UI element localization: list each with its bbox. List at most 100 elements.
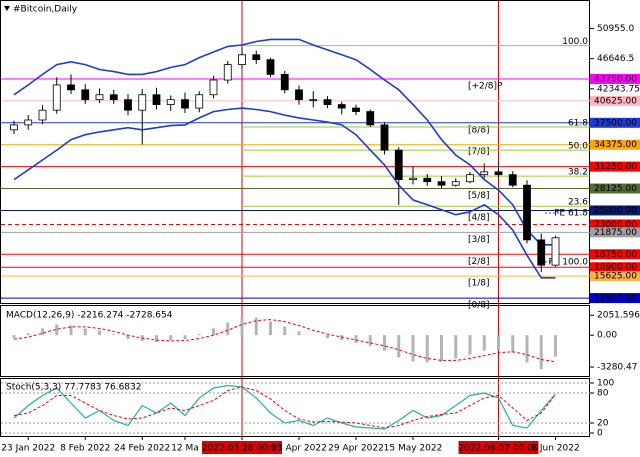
x-tick-label: 12 Ma	[171, 444, 199, 454]
murrey-label: [8/8]	[468, 125, 490, 135]
level-box-label: 43750.00	[594, 74, 637, 84]
murrey-label: [3/8]	[468, 235, 490, 245]
candle-body	[494, 171, 503, 176]
y-tick-label: 50955.0	[597, 24, 634, 34]
macd-bar	[269, 321, 272, 336]
macd-bar	[183, 335, 187, 340]
main-pane-border	[0, 0, 590, 304]
fib-label: 38.2	[568, 168, 588, 178]
y-tick-label: -3280.47	[597, 363, 637, 373]
band-line	[13, 107, 556, 279]
candle-body	[466, 174, 474, 183]
candle-body	[523, 184, 531, 241]
candle-body	[252, 54, 261, 61]
candle-body	[38, 109, 47, 121]
macd-title: MACD(12,26,9) -2216.274 -2728.654	[6, 311, 173, 321]
x-tick-label: 29 Apr 2022	[328, 444, 384, 454]
y-tick-label: 46646.5	[597, 54, 634, 64]
stoch-title: Stoch(5,3,3) 77.7783 76.6832	[6, 383, 141, 393]
murrey-label: [4/8]	[468, 213, 490, 223]
candle-body	[209, 79, 218, 96]
stoch-signal	[13, 386, 556, 429]
level-box	[590, 139, 640, 150]
macd-bar	[497, 335, 500, 350]
macd-bar	[468, 335, 472, 355]
candle-body	[280, 74, 289, 91]
fib-label: 100.0	[562, 37, 588, 47]
x-tick-label: 2022.06.07 00:00	[458, 444, 539, 454]
x-tick-label: 8 Feb 2022	[60, 444, 110, 454]
fib-label: 61.8	[568, 119, 588, 129]
candle-body	[451, 181, 460, 186]
level-box	[590, 227, 640, 238]
level-box-label: 12500.00	[594, 294, 637, 304]
macd-bar	[297, 331, 301, 336]
candle-body	[95, 94, 104, 101]
level-box	[590, 161, 640, 172]
macd-bar	[425, 335, 429, 363]
x-tick-label: 13 Apr 2022	[271, 444, 327, 454]
murrey-label: [0/8]	[468, 301, 490, 311]
candle-body	[366, 111, 375, 126]
x-tick-label: 2022.03.28 00:00	[202, 444, 283, 454]
level-box-label: 21875.00	[594, 228, 637, 238]
candle-body	[394, 149, 403, 180]
y-tick-label: 100	[597, 379, 614, 389]
level-box	[590, 262, 640, 273]
murrey-label: [7/8]	[468, 147, 490, 157]
level-box-label: 34375.00	[594, 140, 637, 150]
macd-bar	[12, 335, 16, 339]
candle-body	[238, 54, 246, 66]
macd-bar	[169, 335, 173, 341]
macd-bar	[126, 335, 130, 340]
expansion-label: FE 61.8	[554, 208, 588, 218]
candle-body	[195, 94, 204, 109]
macd-bar	[41, 328, 44, 336]
macd-bar	[98, 330, 101, 336]
fib-label: 50.0	[568, 142, 588, 152]
candle-body	[480, 171, 489, 176]
candle-body	[166, 99, 175, 105]
candle-body	[266, 59, 275, 75]
candle-body	[352, 107, 360, 112]
macd-bar	[254, 317, 258, 336]
candle-body	[181, 99, 189, 109]
murrey-label: [2/8]	[468, 257, 490, 267]
candle-body	[52, 84, 61, 111]
fib-label: 23.6	[568, 198, 588, 208]
candle-body	[67, 84, 75, 91]
macd-bar	[240, 316, 244, 336]
candle-body	[295, 89, 303, 101]
chart-title: #Bitcoin,Daily	[13, 5, 78, 15]
y-tick-label: 2051.596	[597, 311, 640, 321]
macd-pane-border	[0, 305, 590, 377]
macd-bar	[55, 324, 59, 336]
macd-bar	[411, 335, 415, 362]
x-tick-label: 23 Jan 2022	[1, 444, 55, 454]
level-box	[590, 293, 640, 304]
x-tick-label: 6 Jun 2022	[531, 444, 579, 454]
candle-body	[152, 94, 161, 105]
level-box	[590, 205, 640, 216]
macd-bar	[511, 335, 515, 353]
macd-bar	[69, 325, 73, 336]
cursor-date-box	[458, 441, 539, 454]
macd-bar	[354, 335, 358, 343]
level-box-label: 28125.00	[594, 184, 637, 194]
candle-body	[437, 181, 446, 186]
level-box-label: 40625.00	[594, 96, 637, 106]
level-box	[590, 219, 640, 230]
macd-bar	[525, 335, 529, 363]
candle-body	[409, 177, 417, 180]
expansion-label: FE 100.0	[549, 258, 589, 268]
y-tick-label: 0	[597, 429, 603, 439]
candle-body	[337, 104, 346, 109]
band-line	[13, 38, 556, 246]
macd-bar	[397, 335, 401, 358]
candle-body	[223, 64, 232, 81]
level-box-label: 23000.00	[594, 220, 637, 230]
x-tick-label: 15 May 2022	[384, 444, 443, 454]
